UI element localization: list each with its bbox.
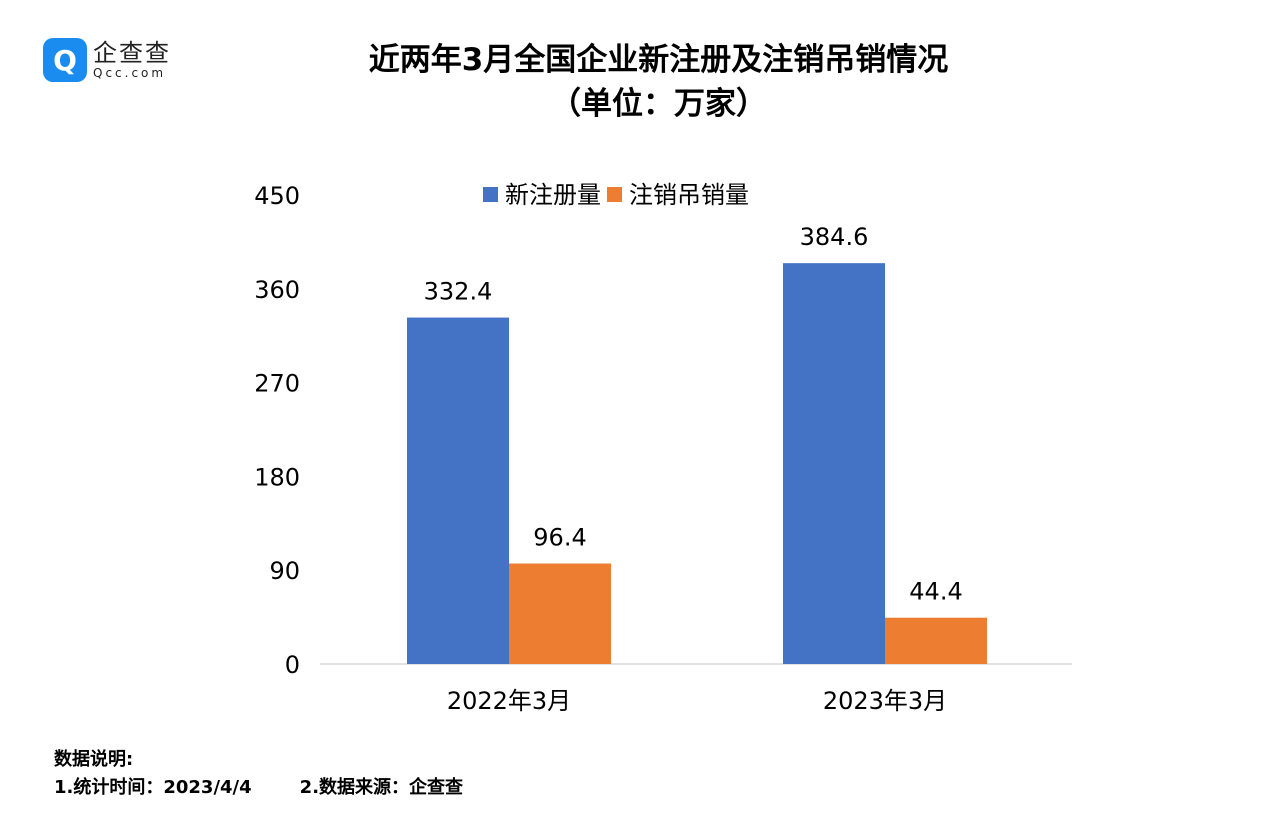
logo: Q 企查查 Qcc.com — [43, 38, 171, 82]
y-tick-label: 450 — [254, 182, 300, 210]
legend-label: 注销吊销量 — [629, 181, 749, 209]
chart-subtitle: （单位：万家） — [550, 86, 767, 122]
legend-label: 新注册量 — [505, 181, 601, 209]
data-label: 44.4 — [909, 578, 962, 606]
legend-swatch — [483, 187, 498, 202]
logo-name: 企查查 — [93, 39, 171, 67]
x-tick-label: 2023年3月 — [823, 687, 947, 715]
chart-title: 近两年3月全国企业新注册及注销吊销情况 — [368, 42, 949, 78]
bar — [783, 263, 885, 664]
y-tick-label: 0 — [285, 651, 300, 679]
legend-swatch — [607, 187, 622, 202]
notes-item-time: 1.统计时间：2023/4/4 — [54, 777, 252, 798]
data-label: 384.6 — [800, 223, 869, 251]
logo-icon: Q — [43, 38, 87, 82]
data-label: 332.4 — [424, 278, 493, 306]
notes-item-source: 2.数据来源：企查查 — [299, 777, 464, 798]
y-tick-label: 90 — [269, 557, 300, 585]
bar — [407, 317, 509, 664]
y-tick-label: 180 — [254, 463, 300, 491]
y-tick-label: 360 — [254, 276, 300, 304]
data-notes: 数据说明: 1.统计时间：2023/4/4 2.数据来源：企查查 — [54, 746, 463, 802]
logo-domain: Qcc.com — [93, 66, 167, 80]
notes-heading: 数据说明: — [54, 749, 134, 770]
data-label: 96.4 — [533, 524, 586, 552]
y-tick-label: 270 — [254, 370, 300, 398]
x-tick-label: 2022年3月 — [447, 687, 571, 715]
bar — [509, 563, 611, 664]
bar — [885, 617, 987, 664]
